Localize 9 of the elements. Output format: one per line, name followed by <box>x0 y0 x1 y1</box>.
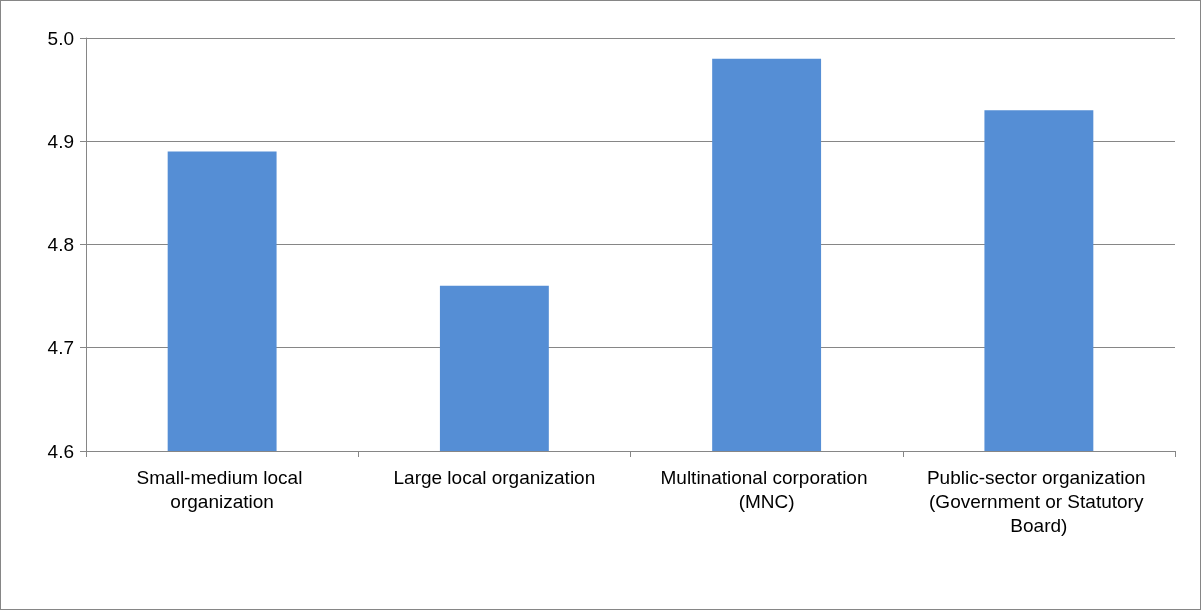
x-tick-label: Large local organization <box>393 466 596 488</box>
y-tick-label: 5.0 <box>47 27 74 49</box>
y-tick-label: 4.6 <box>47 440 74 462</box>
x-tick-label: Multinational corporation (MNC) <box>660 466 873 512</box>
y-tick-label: 4.7 <box>47 337 74 359</box>
y-tick-label: 4.8 <box>47 234 74 255</box>
x-tick-label: Public-sector organization (Government or Statutory Board) <box>926 466 1151 536</box>
y-tick-label: 4.9 <box>47 130 74 152</box>
x-tick-label: Small-medium local organization <box>136 466 308 512</box>
